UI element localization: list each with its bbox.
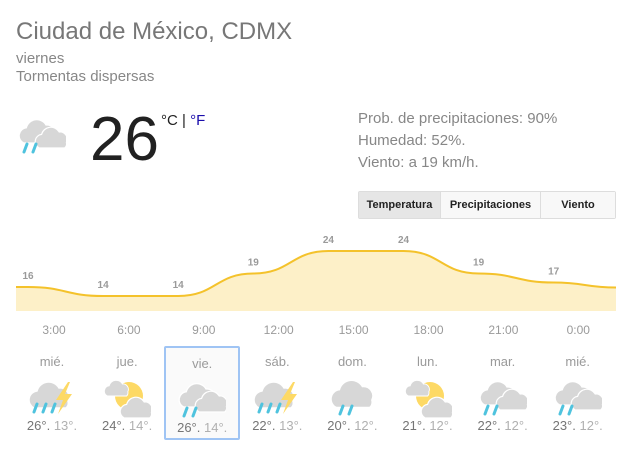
humidity: Humedad: 52%. [358,132,466,149]
low-temp: 14°. [204,420,228,435]
low-temp: 12°. [429,418,453,433]
day-label: viernes [16,50,65,67]
partly-sunny-icon [89,374,165,419]
time-tick-label: 21:00 [488,323,519,337]
wind: Viento: a 19 km/h. [358,154,479,171]
tab-temperatura[interactable]: Temperatura [359,192,440,218]
time-tick-label: 12:00 [263,323,294,337]
condition-label: Tormentas dispersas [16,68,155,85]
day-name: jue. [116,354,138,369]
temperature-point-label: 24 [323,235,335,246]
forecast-day[interactable]: vie. 26°. 14°. [164,346,241,440]
temperature-point-label: 14 [173,280,185,291]
celsius-unit[interactable]: °C [161,112,178,129]
location-title: Ciudad de México, CDMX [16,18,293,45]
time-tick-label: 18:00 [413,323,444,337]
day-temperatures: 20°. 12°. [314,418,390,433]
thunderstorm-icon [239,374,315,418]
fahrenheit-unit[interactable]: °F [190,112,206,129]
day-name: mié. [565,354,590,369]
forecast-day[interactable]: mié. 26°. 13°. [14,346,90,440]
time-tick-label: 9:00 [192,323,216,337]
rain-clouds-icon [18,112,68,161]
unit-separator: | [182,112,186,129]
temperature-point-label: 24 [398,235,410,246]
temperature-point-label: 14 [98,280,110,291]
day-name: mié. [39,354,65,369]
temperature-chart: 16 14 14 19 24 24 19 17 [16,235,617,311]
high-temp: 26°. [26,418,51,433]
thunderstorm-icon [14,374,90,418]
rain-clouds-icon [540,374,616,418]
day-temperatures: 23°. 12°. [540,418,616,433]
day-name: dom. [337,354,367,369]
time-tick-label: 3:00 [42,323,66,337]
time-tick-label: 0:00 [566,323,590,337]
temperature-point-label: 19 [248,258,260,269]
forecast-day[interactable]: lun. 21°. 12°. [390,346,466,440]
time-tick-label: 15:00 [338,323,369,337]
forecast-day[interactable]: mié. 23°. 12°. [540,346,616,440]
temperature-line [16,250,617,297]
high-temp: 22°. [477,418,501,433]
rain-clouds-icon [465,374,541,418]
precipitation-probability: Prob. de precipitaciones: 90% [358,110,558,127]
partly-sunny-icon [390,374,466,419]
day-temperatures: 24°. 14°. [89,418,165,433]
day-name: sáb. [265,354,290,369]
low-temp: 12°. [354,418,378,433]
high-temp: 26°. [177,420,201,435]
low-temp: 12°. [579,418,603,433]
day-temperatures: 21°. 12°. [390,418,466,433]
rain-clouds-icon [166,376,238,420]
high-temp: 22°. [252,418,276,433]
temperature-point-label: 19 [473,258,485,269]
chart-tabs: Temperatura Precipitaciones Viento [358,191,616,219]
low-temp: 13°. [279,418,303,433]
unit-switch: °C | °F [161,112,205,129]
temperature-point-label: 16 [22,271,34,282]
day-temperatures: 26°. 13°. [14,418,90,433]
day-name: vie. [192,356,213,371]
time-tick-label: 6:00 [117,323,141,337]
day-temperatures: 22°. 13°. [239,418,315,433]
low-temp: 13°. [53,418,78,433]
tab-viento[interactable]: Viento [540,192,615,218]
forecast-day[interactable]: mar. 22°. 12°. [465,346,541,440]
high-temp: 24°. [102,418,126,433]
high-temp: 20°. [327,418,351,433]
day-temperatures: 26°. 14°. [166,420,238,435]
day-name: mar. [489,354,516,369]
forecast-day[interactable]: dom. 20°. 12°. [314,346,390,440]
current-temperature: 26 [90,105,159,174]
forecast-day[interactable]: sáb. 22°. 13°. [239,346,315,440]
high-temp: 21°. [402,418,426,433]
day-temperatures: 22°. 12°. [465,418,541,433]
day-name: lun. [417,354,438,369]
tab-precipitaciones[interactable]: Precipitaciones [440,192,540,218]
low-temp: 14°. [128,418,153,433]
forecast-day[interactable]: jue. 24°. 14°. [89,346,165,440]
showers-icon [314,374,390,418]
high-temp: 23°. [552,418,576,433]
low-temp: 12°. [504,418,528,433]
temperature-point-label: 17 [548,267,560,278]
